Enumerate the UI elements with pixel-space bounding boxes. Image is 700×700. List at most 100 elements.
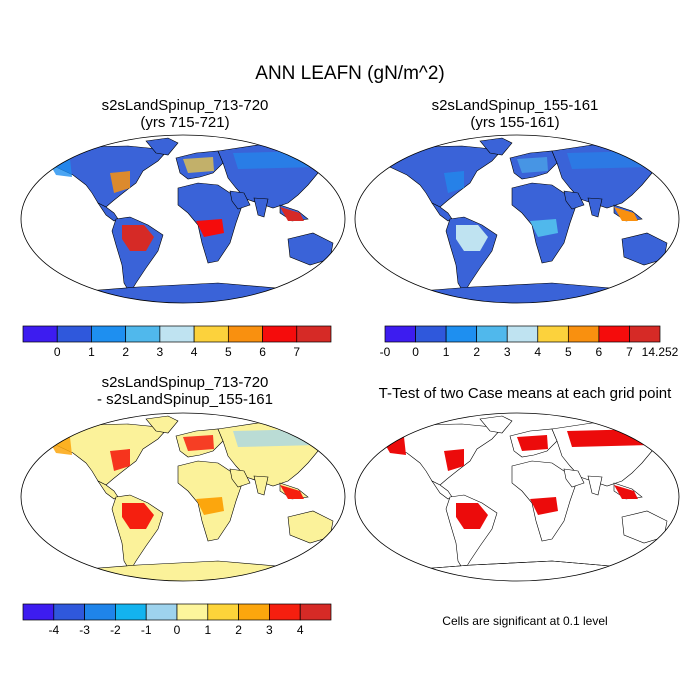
colorbar-swatch bbox=[629, 325, 661, 343]
colorbar-tick-label: 2 bbox=[122, 345, 129, 359]
colorbar-tick-label: 6 bbox=[259, 345, 266, 359]
field-congo bbox=[196, 497, 224, 515]
colorbar-swatch bbox=[227, 325, 263, 343]
field-siberia bbox=[567, 151, 652, 169]
land-greenland bbox=[479, 415, 513, 434]
colorbar-tick-label: 3 bbox=[157, 345, 164, 359]
colorbar-case2: -0 0 1 2 3 4 5 6 7 14.252 bbox=[380, 325, 679, 359]
field-siberia bbox=[567, 429, 652, 447]
colorbar-tick-label: 1 bbox=[204, 623, 211, 637]
panel-case1-title-line2: (yrs 715-721) bbox=[140, 114, 230, 131]
colorbar-swatch bbox=[91, 325, 127, 343]
colorbar-tick-label: -1 bbox=[141, 623, 152, 637]
panel-ttest-map bbox=[354, 412, 680, 582]
colorbar-swatch bbox=[598, 325, 630, 343]
colorbar-swatch bbox=[384, 325, 416, 343]
panel-diff-title-line1: s2sLandSpinup_713-720 bbox=[101, 374, 269, 391]
colorbar-tick-label: -2 bbox=[110, 623, 121, 637]
field-easternNA bbox=[110, 171, 130, 193]
land-india bbox=[587, 475, 603, 496]
colorbar-swatch bbox=[115, 603, 147, 621]
colorbar-diff: -4 -3 -2 -1 0 1 2 3 4 bbox=[22, 603, 332, 637]
colorbar-swatch bbox=[159, 325, 195, 343]
map-border bbox=[20, 412, 346, 582]
colorbar-tick-label: -3 bbox=[79, 623, 90, 637]
colorbar-tick-label: 1 bbox=[88, 345, 95, 359]
land-greenland bbox=[479, 137, 513, 156]
colorbar-swatch bbox=[476, 325, 508, 343]
field-congo bbox=[530, 219, 558, 237]
colorbar-tick-label: 0 bbox=[412, 345, 419, 359]
colorbar-swatch bbox=[537, 325, 569, 343]
panel-case2-title-line2: (yrs 155-161) bbox=[470, 114, 560, 131]
colorbar-swatch bbox=[238, 603, 270, 621]
panel-case1-title-line1: s2sLandSpinup_713-720 bbox=[101, 97, 269, 114]
field-amazon bbox=[122, 225, 154, 251]
field-easternNA bbox=[110, 449, 130, 471]
land-arabia bbox=[229, 190, 251, 210]
panel-case1-title: s2sLandSpinup_713-720 (yrs 715-721) bbox=[25, 97, 345, 131]
colorbar-tick-label: -0 bbox=[380, 345, 391, 359]
field-siberia bbox=[233, 151, 318, 169]
land-india bbox=[253, 197, 269, 218]
colorbar-tick-label: 0 bbox=[54, 345, 61, 359]
colorbar-swatch bbox=[22, 603, 55, 621]
colorbar-tick-label: 14.252 bbox=[642, 345, 679, 359]
field-amazon bbox=[122, 503, 154, 529]
colorbar-swatch bbox=[22, 325, 58, 343]
panel-case2-title-line1: s2sLandSpinup_155-161 bbox=[431, 97, 599, 114]
field-seasia bbox=[614, 207, 638, 221]
field-amazon bbox=[456, 503, 488, 529]
field-europe bbox=[517, 157, 548, 173]
colorbar-tick-label: -4 bbox=[48, 623, 59, 637]
colorbar-tick-label: 4 bbox=[191, 345, 198, 359]
field-seasia bbox=[280, 207, 304, 221]
colorbar-swatch bbox=[56, 325, 92, 343]
colorbar-tick-label: 7 bbox=[626, 345, 633, 359]
colorbar-swatch bbox=[207, 603, 239, 621]
panel-diff-title: s2sLandSpinup_713-720 - s2sLandSpinup_15… bbox=[25, 374, 345, 408]
field-congo bbox=[196, 219, 224, 237]
panel-ttest-title-line1: T-Test of two Case means at each grid po… bbox=[378, 385, 672, 402]
colorbar-tick-label: 3 bbox=[266, 623, 273, 637]
field-amazon bbox=[456, 225, 488, 251]
colorbar-swatch bbox=[296, 325, 332, 343]
colorbar-swatch bbox=[176, 603, 209, 621]
colorbar-swatch bbox=[269, 603, 301, 621]
field-easternNA bbox=[444, 171, 464, 193]
colorbar-swatch bbox=[125, 325, 161, 343]
colorbar-swatch bbox=[262, 325, 298, 343]
colorbar-swatch bbox=[145, 603, 178, 621]
colorbar-tick-label: 0 bbox=[174, 623, 181, 637]
field-europe bbox=[183, 157, 214, 173]
panel-diff-map bbox=[20, 412, 346, 582]
colorbar-tick-label: 3 bbox=[504, 345, 511, 359]
field-europe bbox=[517, 435, 548, 451]
panel-case2-title: s2sLandSpinup_155-161 (yrs 155-161) bbox=[355, 97, 675, 131]
field-seasia bbox=[614, 485, 638, 499]
field-seasia bbox=[280, 485, 304, 499]
colorbar-swatch bbox=[299, 603, 332, 621]
field-europe bbox=[183, 435, 214, 451]
colorbar-tick-label: 6 bbox=[596, 345, 603, 359]
land-india bbox=[587, 197, 603, 218]
land-greenland bbox=[145, 415, 179, 434]
panel-ttest-title: T-Test of two Case means at each grid po… bbox=[355, 385, 695, 402]
colorbar-tick-label: 4 bbox=[297, 623, 304, 637]
colorbar-tick-label: 4 bbox=[534, 345, 541, 359]
colorbar-tick-label: 5 bbox=[565, 345, 572, 359]
map-border bbox=[354, 134, 680, 304]
land-greenland bbox=[145, 137, 179, 156]
map-border bbox=[354, 412, 680, 582]
panel-case2-map bbox=[354, 134, 680, 304]
field-easternNA bbox=[444, 449, 464, 471]
colorbar-swatch bbox=[445, 325, 478, 343]
colorbar-swatch bbox=[415, 325, 447, 343]
significance-note: Cells are significant at 0.1 level bbox=[442, 614, 608, 628]
colorbar-swatch bbox=[193, 325, 229, 343]
panel-diff-title-line2: - s2sLandSpinup_155-161 bbox=[97, 391, 273, 408]
colorbar-swatch bbox=[506, 325, 539, 343]
colorbar-swatch bbox=[567, 325, 600, 343]
colorbar-tick-label: 2 bbox=[473, 345, 480, 359]
colorbar-swatch bbox=[84, 603, 116, 621]
